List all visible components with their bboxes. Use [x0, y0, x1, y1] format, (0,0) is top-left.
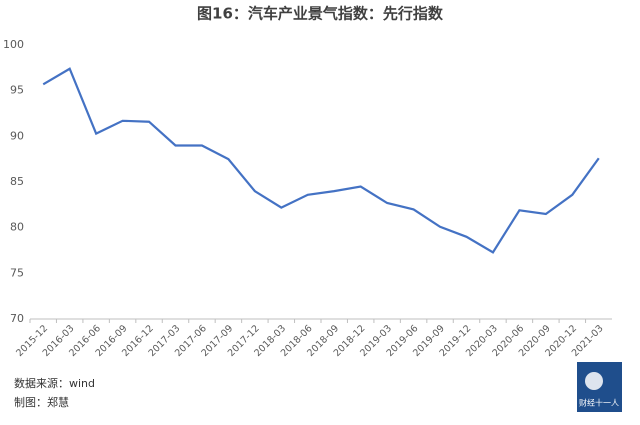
data-line	[42, 67, 600, 254]
y-tick-label: 70	[10, 312, 24, 325]
y-tick-label: 90	[10, 129, 24, 142]
y-tick-label: 95	[10, 84, 24, 97]
credit-note: 制图：郑慧	[14, 395, 69, 409]
logo-text: 财经十一人	[579, 398, 619, 408]
y-tick-label: 100	[3, 38, 24, 51]
source-note: 数据来源：wind	[14, 376, 95, 390]
y-tick-label: 85	[10, 175, 24, 188]
logo-globe	[585, 372, 603, 390]
y-tick-label: 75	[10, 266, 24, 279]
chart-title: 图16：汽车产业景气指数：先行指数	[197, 5, 444, 23]
y-tick-label: 80	[10, 221, 24, 234]
